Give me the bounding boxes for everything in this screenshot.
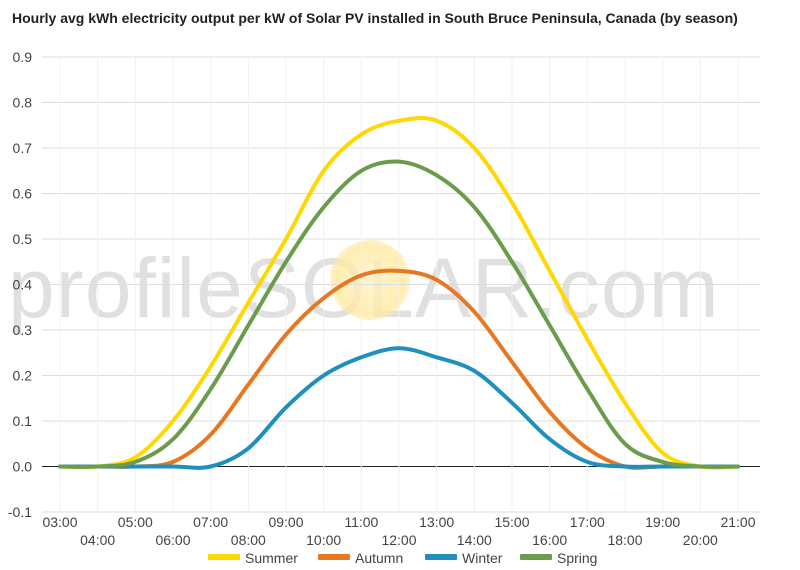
y-tick-label: 0.7	[13, 140, 33, 156]
x-tick-label: 20:00	[683, 532, 718, 548]
legend-swatch-summer	[208, 554, 240, 560]
x-tick-label: 05:00	[118, 514, 153, 530]
y-tick-label: 0.9	[13, 49, 33, 65]
x-tick-label: 12:00	[381, 532, 416, 548]
x-tick-label: 04:00	[80, 532, 115, 548]
x-tick-label: 15:00	[494, 514, 529, 530]
y-tick-label: 0.4	[13, 277, 33, 293]
series-line-summer	[58, 116, 740, 470]
x-tick-label: 14:00	[457, 532, 492, 548]
x-tick-label: 09:00	[268, 514, 303, 530]
x-tick-label: 07:00	[193, 514, 228, 530]
legend-swatch-winter	[425, 554, 457, 560]
series-layer	[58, 116, 740, 470]
watermark-sun-logo	[330, 240, 410, 320]
x-tick-label: 21:00	[720, 514, 755, 530]
legend-label-spring: Spring	[557, 550, 597, 566]
y-tick-label: 0.1	[13, 413, 33, 429]
x-tick-label: 03:00	[42, 514, 77, 530]
legend-label-winter: Winter	[462, 550, 503, 566]
legend-swatch-autumn	[318, 554, 350, 560]
y-tick-label: 0.2	[13, 368, 33, 384]
y-tick-label: 0.5	[13, 231, 33, 247]
x-tick-label: 11:00	[344, 514, 378, 530]
x-tick-label: 19:00	[645, 514, 680, 530]
y-tick-label: -0.1	[8, 504, 32, 520]
x-tick-label: 06:00	[155, 532, 190, 548]
y-tick-label: 0.8	[13, 95, 33, 111]
x-tick-label: 16:00	[532, 532, 567, 548]
series-line-spring	[58, 159, 740, 469]
y-tick-label: 0.0	[13, 459, 33, 475]
legend-label-summer: Summer	[245, 550, 298, 566]
x-tick-label: 10:00	[306, 532, 341, 548]
axis-layer: -0.10.00.10.20.30.40.50.60.70.80.903:000…	[8, 49, 756, 548]
y-tick-label: 0.3	[13, 322, 33, 338]
x-tick-label: 18:00	[607, 532, 642, 548]
x-tick-label: 17:00	[570, 514, 605, 530]
y-tick-label: 0.6	[13, 186, 33, 202]
chart-title: Hourly avg kWh electricity output per kW…	[12, 10, 738, 26]
series-line-winter	[58, 346, 740, 470]
x-tick-label: 13:00	[419, 514, 454, 530]
grid-layer	[42, 56, 760, 513]
legend-swatch-spring	[520, 554, 552, 560]
x-tick-label: 08:00	[231, 532, 266, 548]
legend: Summer Autumn Winter Spring	[208, 550, 597, 566]
legend-label-autumn: Autumn	[355, 550, 403, 566]
